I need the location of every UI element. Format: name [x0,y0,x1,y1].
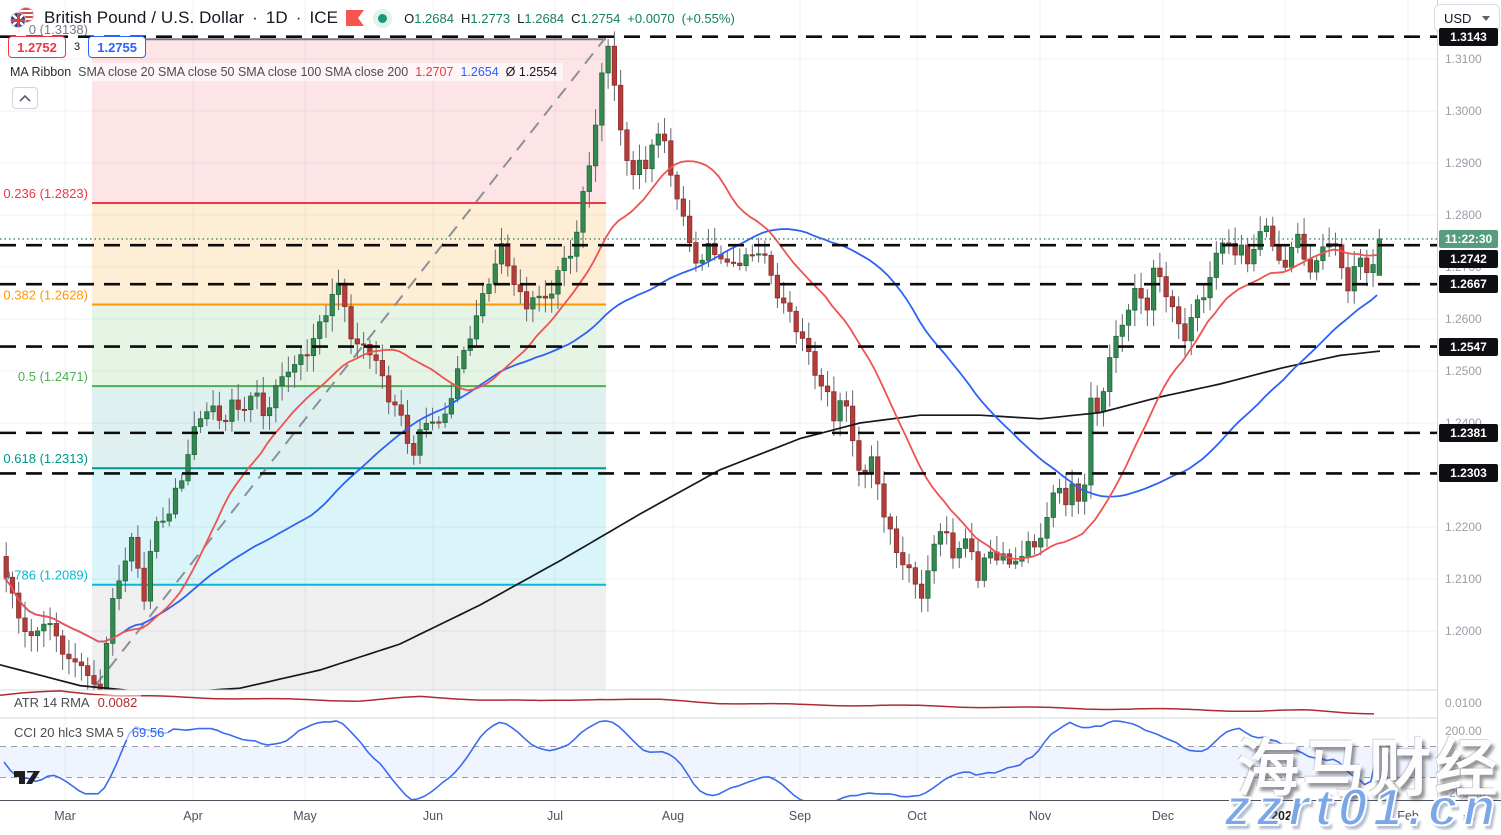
price-tick: 1.2100 [1445,572,1482,586]
change-percent: (+0.55%) [681,10,735,26]
ma-ribbon-params: SMA close 20 SMA close 50 SMA close 100 … [78,65,409,79]
atr-legend[interactable]: ATR 14 RMA 0.0082 [10,695,142,710]
title-separator: · [252,8,258,27]
atr-pane[interactable] [0,690,1375,715]
atr-value: 0.0082 [97,695,138,710]
order-buttons: 1.2752 3 1.2755 [8,36,147,58]
fib-label-0: 0 (1.3138) [29,22,88,37]
exchange-label[interactable]: ICE [309,8,339,27]
change-value: +0.0070 [627,10,675,26]
low-value: 1.2684 [524,10,565,26]
price-tick: 1.2900 [1445,156,1482,170]
time-label: Nov [1028,809,1052,823]
gbpusd-pair-flag-icon [10,7,36,29]
high-value: 1.2773 [470,10,511,26]
open-value: 1.2684 [414,10,454,26]
collapse-legend-button[interactable] [12,87,38,109]
fib-label-0.236: 0.236 (1.2823) [3,186,88,201]
price-scale[interactable]: USD 1.31001.30001.29001.28001.27001.2600… [1434,0,1501,835]
gear-icon[interactable]: ⚙ [1461,810,1477,827]
sma-average-value: Ø 1.2554 [505,65,558,79]
cci-pane[interactable] [0,720,1437,800]
ma-ribbon-legend[interactable]: MA Ribbon SMA close 20 SMA close 50 SMA … [8,63,564,81]
timeframe-label[interactable]: 1D [265,8,288,27]
high-label: H [460,10,471,26]
time-label: Aug [661,809,685,823]
cci-scale-tick: -200.00 [1445,786,1486,800]
price-level-label: 1.2547 [1439,337,1498,356]
symbol-title[interactable]: British Pound / U.S. Dollar [44,8,245,27]
ma-ribbon-title: MA Ribbon [10,65,72,79]
time-label: Feb [1397,809,1419,823]
price-tick: 1.3100 [1445,52,1482,66]
time-label: Apr [183,809,203,823]
time-label: Dec [1151,809,1175,823]
fib-label-0.786: 0.786 (1.2089) [3,568,88,583]
price-level-label: 1.2381 [1439,423,1498,442]
time-scale[interactable]: Mar Apr May Jun Jul Aug Sep Oct Nov Dec 2024 Feb [0,800,1437,835]
sma50-value: 1.2654 [460,65,499,79]
currency-selected: USD [1444,10,1472,26]
time-label: 2024 [1271,809,1299,823]
chart-svg[interactable]: 0 (1.3138) 0.236 (1.2823) 0.382 (1.2628) 0.… [0,0,1437,800]
fib-label-0.618: 0.618 (1.2313) [3,451,88,466]
price-tick: 1.3000 [1445,104,1482,118]
time-label: Jun [422,809,444,823]
time-label: Mar [54,809,76,823]
cci-scale-tick: 200.00 [1445,724,1482,738]
atr-name: ATR 14 RMA [14,695,90,710]
cci-scale-tick: 0.00 [1445,755,1469,769]
chart-canvas[interactable]: 0 (1.3138) 0.236 (1.2823) 0.382 (1.2628) 0.… [0,0,1437,800]
time-label: Sep [788,809,812,823]
market-status-dot [378,13,388,23]
low-label: L [517,10,525,26]
price-tick: 1.2000 [1445,624,1482,638]
cci-value: 69.56 [131,725,165,740]
bar-countdown: 11:22:30 [1439,229,1498,248]
candlestick-series[interactable] [3,31,1382,705]
title-separator: · [295,8,302,27]
price-tick: 1.2600 [1445,312,1482,326]
tradingview-logo[interactable] [13,767,43,792]
price-tick: 1.2500 [1445,364,1482,378]
scale-settings-corner: ⚙ [1437,800,1501,835]
chevron-up-icon [19,94,31,102]
cci-legend[interactable]: CCI 20 hlc3 SMA 5 69.56 [10,725,169,740]
cci-name: CCI 20 hlc3 SMA 5 [14,725,124,740]
buy-button[interactable]: 1.2755 [88,36,147,58]
flag-marker-icon[interactable] [346,9,365,27]
sma20-value: 1.2707 [415,65,454,79]
price-level-label: 1.2742 [1439,250,1498,268]
close-label: C [571,10,581,26]
price-tick: 1.2200 [1445,520,1482,534]
price-level-label: 1.2667 [1439,275,1498,294]
price-level-label: 1.3143 [1439,27,1498,46]
spread-value: 3 [72,41,83,53]
time-label: Jul [547,809,563,823]
time-label: Oct [907,809,927,823]
ohlc-readout: O1.2684 H1.2773 L1.2684 C1.2754 +0.0070 … [404,11,735,26]
fib-label-0.382: 0.382 (1.2628) [3,287,88,302]
chevron-down-icon [1482,15,1490,21]
fib-label-0.5: 0.5 (1.2471) [18,369,88,384]
open-label: O [404,10,415,26]
time-label: May [293,809,317,823]
ma-ribbon-lines [0,160,1381,690]
atr-scale-tick: 0.0100 [1445,696,1482,710]
price-tick: 1.2800 [1445,208,1482,222]
market-status-dot-halo [373,8,393,28]
price-level-label: 1.2303 [1439,464,1498,483]
horizontal-level-lines[interactable] [0,35,1437,475]
sell-button[interactable]: 1.2752 [8,36,66,58]
chart-header: British Pound / U.S. Dollar · 1D · ICE O… [10,6,735,30]
close-value: 1.2754 [580,10,621,26]
